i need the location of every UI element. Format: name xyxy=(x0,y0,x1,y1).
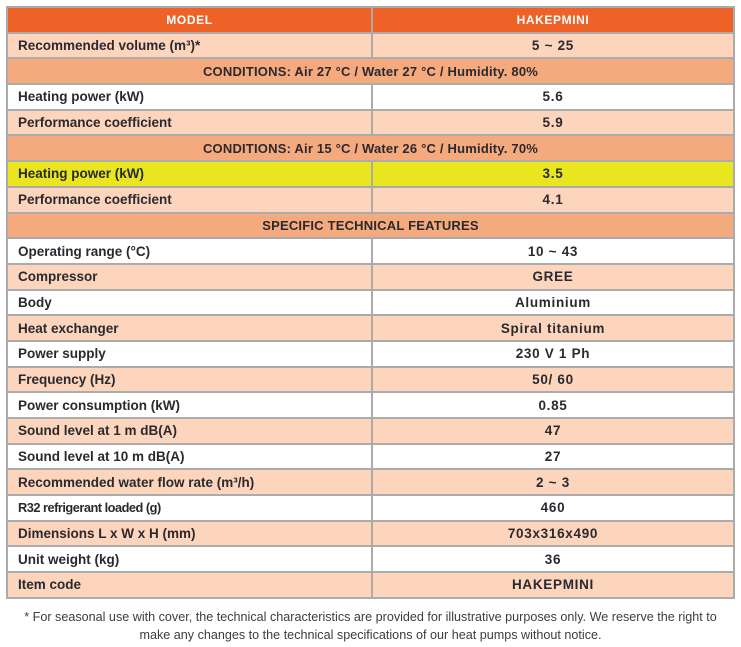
spec-value: Spiral titanium xyxy=(370,314,736,342)
section-row: SPECIFIC TECHNICAL FEATURES xyxy=(6,211,735,240)
spec-label: Performance coefficient xyxy=(6,108,373,137)
spec-label: Sound level at 10 m dB(A) xyxy=(6,442,373,471)
spec-value: Aluminium xyxy=(370,288,736,317)
table-header-row: MODEL HAKEPMINI xyxy=(6,6,736,34)
section-title: CONDITIONS: Air 15 °C / Water 26 °C / Hu… xyxy=(6,134,735,163)
spec-row: Operating range (°C) 10 ~ 43 xyxy=(6,237,736,265)
spec-label: Recommended volume (m³)* xyxy=(6,31,373,60)
spec-value: 5.6 xyxy=(370,83,736,111)
spec-value: 5.9 xyxy=(370,108,736,137)
spec-label: Item code xyxy=(6,571,373,599)
spec-row: Heating power (kW) 5.6 xyxy=(6,83,736,111)
spec-row: Power supply 230 V 1 Ph xyxy=(6,339,736,368)
spec-row: Performance coefficient 4.1 xyxy=(6,185,736,214)
spec-row: Sound level at 10 m dB(A) 27 xyxy=(6,442,736,471)
spec-row: Sound level at 1 m dB(A) 47 xyxy=(6,417,736,445)
spec-label: Frequency (Hz) xyxy=(6,365,373,394)
spec-table: MODEL HAKEPMINI Recommended volume (m³)*… xyxy=(6,6,736,599)
spec-row: Performance coefficient 5.9 xyxy=(6,108,736,137)
spec-value: 460 xyxy=(370,494,736,522)
spec-row: Body Aluminium xyxy=(6,288,736,317)
spec-row: Heating power (kW) 3.5 xyxy=(6,160,736,188)
section-row: CONDITIONS: Air 27 °C / Water 27 °C / Hu… xyxy=(6,57,735,86)
spec-value: 50/ 60 xyxy=(370,365,736,394)
spec-label: Unit weight (kg) xyxy=(6,545,373,574)
spec-row: R32 refrigerant loaded (g) 460 xyxy=(6,494,736,522)
product-column-header: HAKEPMINI xyxy=(370,6,736,34)
spec-row: Recommended water flow rate (m³/h) 2 ~ 3 xyxy=(6,468,736,497)
spec-row: Recommended volume (m³)* 5 ~ 25 xyxy=(6,31,736,60)
spec-row: Power consumption (kW) 0.85 xyxy=(6,391,736,419)
spec-label: Body xyxy=(6,288,373,317)
section-row: CONDITIONS: Air 15 °C / Water 26 °C / Hu… xyxy=(6,134,735,163)
spec-value: 0.85 xyxy=(370,391,736,419)
spec-value: 703x316x490 xyxy=(370,519,736,548)
section-title: SPECIFIC TECHNICAL FEATURES xyxy=(6,211,735,240)
spec-label: Compressor xyxy=(6,262,373,291)
spec-row: Heat exchanger Spiral titanium xyxy=(6,314,736,342)
spec-value: 5 ~ 25 xyxy=(370,31,736,60)
spec-value: 2 ~ 3 xyxy=(370,468,736,497)
model-column-header: MODEL xyxy=(6,6,373,34)
footnote: * For seasonal use with cover, the techn… xyxy=(24,609,717,643)
spec-rows: Recommended volume (m³)* 5 ~ 25 CONDITIONS… xyxy=(6,31,736,599)
spec-value: 230 V 1 Ph xyxy=(370,339,736,368)
spec-label: Sound level at 1 m dB(A) xyxy=(6,417,373,445)
spec-value: 3.5 xyxy=(370,160,736,188)
spec-row: Dimensions L x W x H (mm) 703x316x490 xyxy=(6,519,736,548)
spec-value: 27 xyxy=(370,442,736,471)
spec-value: 36 xyxy=(370,545,736,574)
spec-label: Operating range (°C) xyxy=(6,237,373,265)
spec-label: Performance coefficient xyxy=(6,185,373,214)
spec-label: Heating power (kW) xyxy=(6,160,373,188)
spec-label: Recommended water flow rate (m³/h) xyxy=(6,468,373,497)
spec-label: Power supply xyxy=(6,339,373,368)
spec-label: Heating power (kW) xyxy=(6,83,373,111)
spec-row: Frequency (Hz) 50/ 60 xyxy=(6,365,736,394)
spec-value: HAKEPMINI xyxy=(370,571,736,599)
spec-row: Compressor GREE xyxy=(6,262,736,291)
spec-label: Power consumption (kW) xyxy=(6,391,373,419)
spec-value: 10 ~ 43 xyxy=(370,237,736,265)
spec-label: Dimensions L x W x H (mm) xyxy=(6,519,373,548)
spec-label: Heat exchanger xyxy=(6,314,373,342)
spec-value: GREE xyxy=(370,262,736,291)
spec-row: Item code HAKEPMINI xyxy=(6,571,736,599)
spec-value: 4.1 xyxy=(370,185,736,214)
spec-row: Unit weight (kg) 36 xyxy=(6,545,736,574)
spec-value: 47 xyxy=(370,417,736,445)
spec-label: R32 refrigerant loaded (g) xyxy=(6,494,373,522)
section-title: CONDITIONS: Air 27 °C / Water 27 °C / Hu… xyxy=(6,57,735,86)
